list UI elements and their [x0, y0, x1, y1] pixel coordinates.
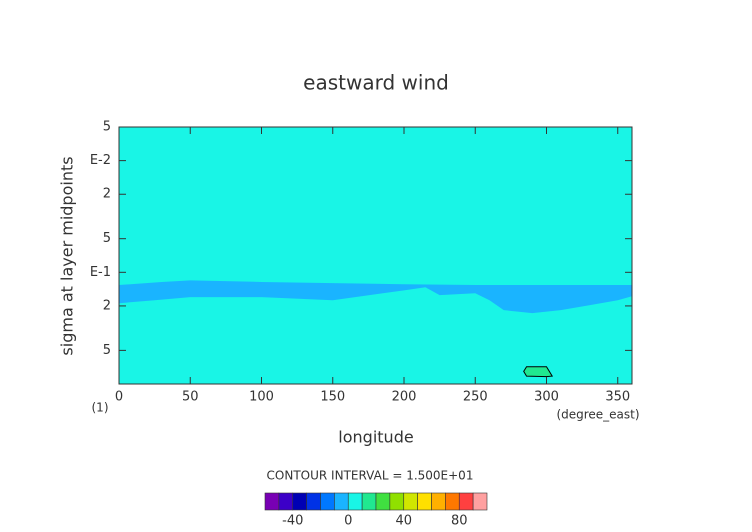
y-unit: (1): [92, 401, 109, 415]
colorbar-segment: [375, 492, 391, 511]
colorbar-segment: [320, 492, 335, 511]
x-tick-label: 50: [182, 390, 199, 405]
x-tick-label: 350: [605, 390, 630, 405]
x-unit: (degree_east): [556, 408, 639, 422]
colorbar-segment: [361, 492, 377, 511]
colorbar-tick-label: -40: [282, 514, 303, 529]
x-tick-label: 100: [249, 390, 274, 405]
y-axis-label: sigma at layer midpoints: [58, 156, 77, 355]
colorbar-tick-label: 40: [395, 514, 412, 529]
plot-frame: [118, 126, 633, 385]
x-tick-label: 0: [115, 390, 123, 405]
y-tick-label: E-1: [90, 265, 111, 280]
x-tick-label: 250: [463, 390, 488, 405]
contour-region: [119, 280, 632, 314]
y-tick-label: 5: [103, 120, 111, 135]
colorbar-segment: [431, 492, 446, 511]
x-tick-label: 200: [392, 390, 417, 405]
colorbar-segment: [417, 492, 432, 511]
colorbar-segment: [445, 492, 460, 511]
y-tick-label: 2: [103, 298, 111, 313]
colorbar-tick-label: 80: [451, 514, 468, 529]
x-axis-label: longitude: [338, 428, 413, 447]
colorbar-segment: [458, 492, 474, 511]
colorbar-segment: [292, 492, 307, 511]
x-tick-label: 300: [534, 390, 559, 405]
colorbar-segment: [389, 492, 405, 511]
colorbar-segment: [334, 492, 349, 511]
colorbar-segment: [403, 492, 418, 511]
colorbar-segment: [472, 492, 488, 511]
colorbar-tick-label: 0: [344, 514, 352, 529]
y-tick-label: 2: [103, 187, 111, 202]
chart-title: eastward wind: [303, 71, 449, 95]
contour-interval: CONTOUR INTERVAL = 1.500E+01: [267, 469, 474, 483]
colorbar-segment: [306, 492, 321, 511]
contour-region: [523, 366, 554, 378]
y-tick-label: 5: [103, 343, 111, 358]
x-tick-label: 150: [320, 390, 345, 405]
colorbar-segment: [264, 492, 280, 511]
colorbar-segment: [347, 492, 363, 511]
y-tick-label: 5: [103, 231, 111, 246]
y-tick-label: E-2: [90, 153, 111, 168]
plot-background: [119, 127, 632, 384]
colorbar-segment: [278, 492, 294, 511]
